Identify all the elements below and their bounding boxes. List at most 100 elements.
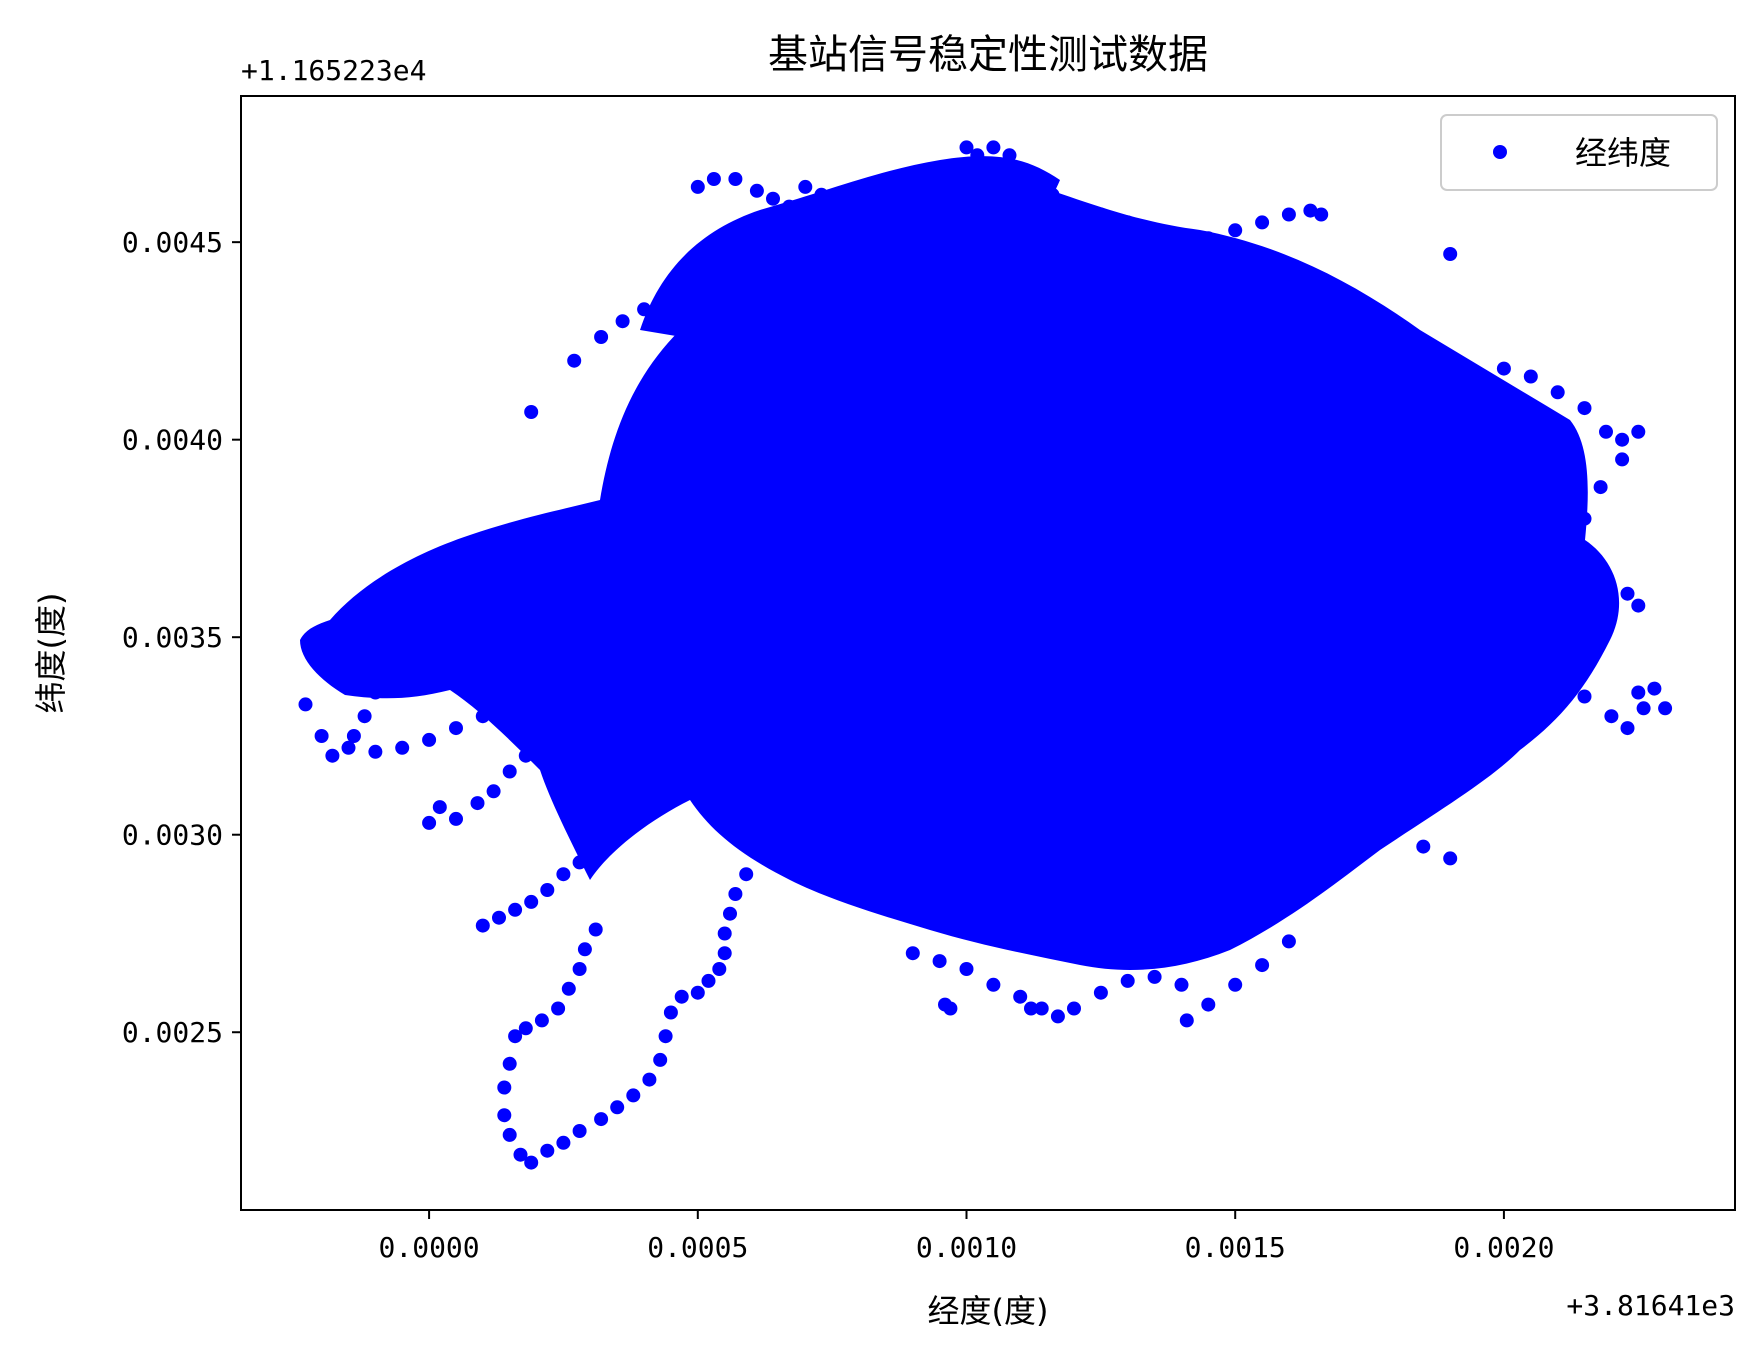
scatter-point xyxy=(1281,341,1296,356)
legend-marker xyxy=(1493,145,1507,159)
scatter-point xyxy=(422,630,437,645)
scatter-point xyxy=(395,740,410,755)
scatter-point xyxy=(1174,977,1189,992)
scatter-point xyxy=(610,1100,625,1115)
scatter-point xyxy=(540,1143,555,1158)
scatter-point xyxy=(1255,958,1270,973)
scatter-point xyxy=(1024,1001,1038,1016)
scatter-point xyxy=(572,962,587,976)
scatter-point xyxy=(1303,203,1318,218)
scatter-point xyxy=(674,989,689,1004)
scatter-point xyxy=(449,721,463,736)
scatter-point xyxy=(921,175,936,190)
scatter-point xyxy=(1179,1013,1194,1028)
scatter-point xyxy=(594,1112,609,1127)
scatter-point xyxy=(1067,203,1081,218)
x-tick-label: 0.0010 xyxy=(916,1231,1017,1264)
scatter-point xyxy=(959,962,974,976)
scatter-point xyxy=(626,1088,641,1103)
scatter-point xyxy=(755,847,770,862)
scatter-point xyxy=(782,199,797,214)
scatter-point xyxy=(1013,164,1028,179)
scatter-point xyxy=(1029,175,1044,190)
scatter-point xyxy=(1593,480,1608,495)
scatter-point xyxy=(835,195,850,210)
x-tick-label: 0.0015 xyxy=(1185,1231,1286,1264)
scatter-point xyxy=(1120,973,1135,988)
y-axis: 0.0025 0.0030 0.0035 0.0040 0.0045 xyxy=(122,226,241,1049)
scatter-point xyxy=(470,796,485,811)
scatter-point xyxy=(475,918,490,933)
scatter-point xyxy=(341,634,356,649)
scatter-point xyxy=(502,1127,517,1142)
scatter-point xyxy=(432,800,447,815)
scatter-point xyxy=(572,855,587,870)
chart-title: 基站信号稳定性测试数据 xyxy=(768,32,1208,78)
scatter-point xyxy=(1013,989,1028,1004)
scatter-point xyxy=(1561,570,1576,585)
scatter-point xyxy=(1577,401,1592,416)
scatter-point xyxy=(1416,839,1431,854)
scatter-point xyxy=(346,729,361,743)
scatter-point xyxy=(1593,590,1608,605)
scatter-point xyxy=(1314,207,1329,222)
scatter-point xyxy=(551,1001,566,1016)
scatter-point xyxy=(1620,721,1635,736)
scatter-point xyxy=(508,1029,523,1044)
scatter-point xyxy=(497,1108,512,1123)
scatter-point xyxy=(518,1021,533,1036)
scatter-point xyxy=(1045,187,1060,202)
scatter-point xyxy=(497,689,512,704)
scatter-point xyxy=(497,1080,512,1095)
x-tick-label: 0.0020 xyxy=(1453,1231,1554,1264)
scatter-point xyxy=(642,1072,657,1087)
scatter-point xyxy=(1523,369,1538,384)
scatter-point xyxy=(529,729,544,743)
scatter-point xyxy=(1147,969,1162,984)
scatter-point xyxy=(540,883,555,897)
scatter-point xyxy=(1599,424,1613,439)
scatter-point xyxy=(1362,772,1377,787)
scatter-point xyxy=(1636,701,1651,716)
scatter-point xyxy=(1324,784,1339,799)
y-offset-label: +1.165223e4 xyxy=(241,54,426,87)
scatter-point xyxy=(357,709,372,724)
scatter-point xyxy=(325,748,340,763)
scatter-point xyxy=(1281,934,1296,949)
scatter-point xyxy=(1550,385,1565,400)
scatter-point xyxy=(1658,701,1673,716)
scatter-point xyxy=(1335,353,1350,368)
scatter-point xyxy=(1239,804,1253,818)
x-axis: 0.0000 0.0005 0.0010 0.0015 0.0020 xyxy=(379,1210,1554,1264)
scatter-point xyxy=(1550,669,1565,684)
scatter-point xyxy=(588,922,603,937)
scatter-point xyxy=(1335,819,1350,834)
scatter-point xyxy=(1443,717,1458,732)
scatter-point xyxy=(852,183,866,198)
scatter-point xyxy=(1228,977,1243,992)
scatter-point xyxy=(1378,827,1393,842)
scatter-point xyxy=(1577,689,1592,704)
scatter-point xyxy=(518,748,533,763)
scatter-point xyxy=(658,1029,673,1044)
scatter-point xyxy=(384,669,399,684)
scatter-point xyxy=(486,784,501,799)
scatter-point xyxy=(814,187,829,202)
scatter-point xyxy=(895,187,909,202)
scatter-point xyxy=(637,302,652,317)
scatter-point xyxy=(422,815,437,830)
scatter-point xyxy=(717,926,732,941)
scatter-point xyxy=(314,729,329,743)
scatter-point xyxy=(588,839,603,854)
scatter-point xyxy=(943,1001,958,1016)
scatter-point xyxy=(534,1013,549,1028)
scatter-point xyxy=(723,906,737,921)
scatter-point xyxy=(674,274,689,289)
scatter-point xyxy=(422,732,437,747)
x-tick-label: 0.0000 xyxy=(379,1231,480,1264)
scatter-point xyxy=(524,1155,539,1170)
scatter-point xyxy=(1620,586,1635,601)
scatter-point xyxy=(690,254,705,269)
scatter-point xyxy=(1281,796,1296,811)
scatter-point xyxy=(502,1056,517,1071)
